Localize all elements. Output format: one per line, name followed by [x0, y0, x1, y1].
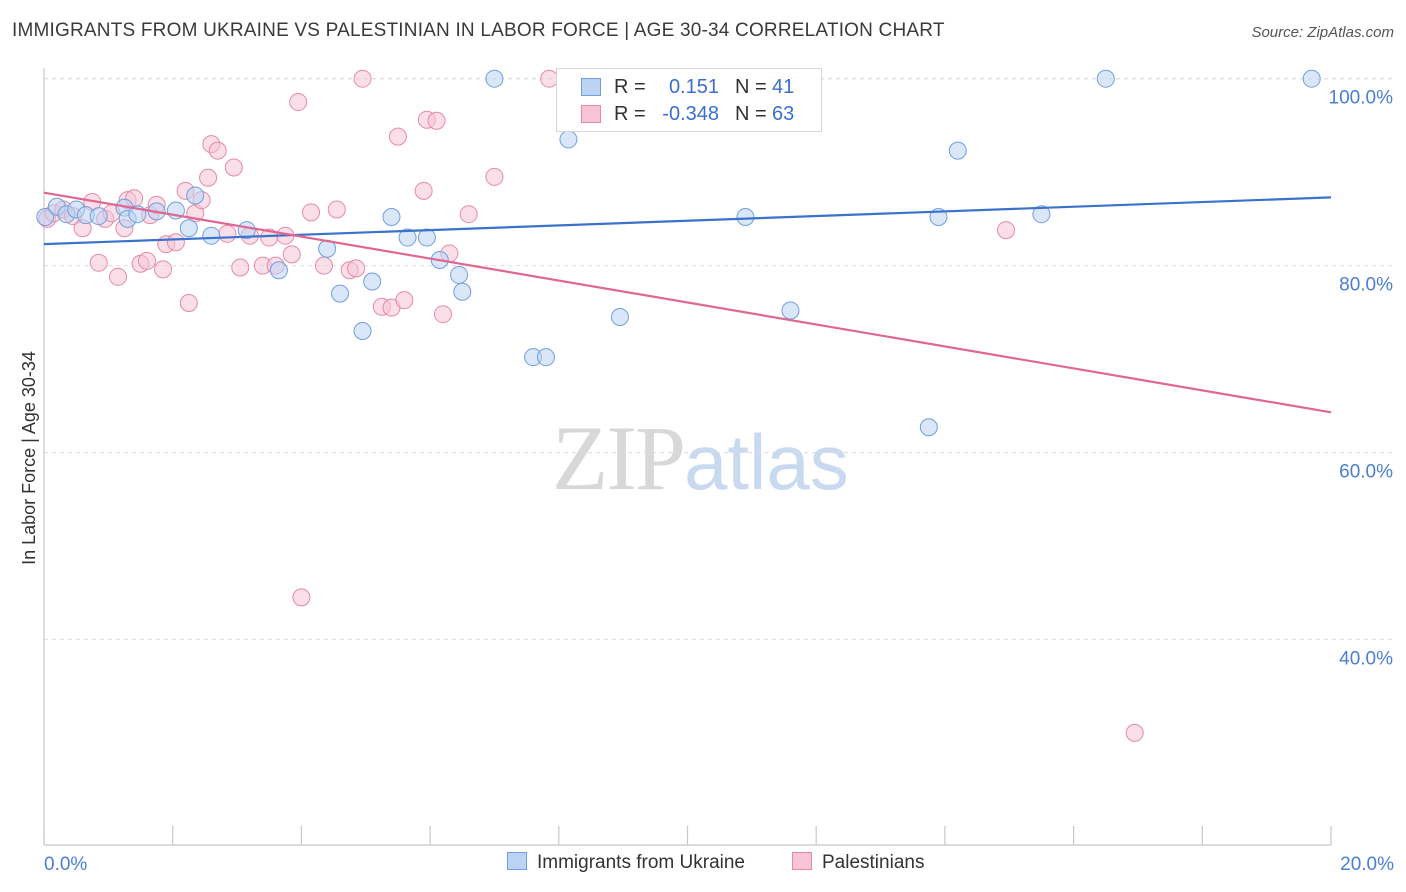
ukraine-point	[36, 208, 55, 226]
legend-r-value: 0.151	[668, 76, 719, 98]
ukraine-point	[1096, 69, 1115, 88]
x-tick-label-max: 20.0%	[1340, 854, 1394, 875]
trend-lines	[43, 191, 1332, 414]
palestinians-point	[485, 167, 504, 186]
ukraine-point	[382, 208, 401, 226]
y-axis-label: In Labor Force | Age 30-34	[19, 351, 39, 565]
ukraine-point	[1032, 205, 1051, 224]
palestinians-point	[292, 588, 311, 607]
palestinians-point	[89, 253, 108, 272]
ukraine-point	[363, 272, 382, 291]
ukraine-point	[948, 141, 967, 160]
legend-swatch-pink	[792, 852, 812, 870]
palestinians-point	[137, 251, 156, 270]
palestinians-point	[282, 245, 301, 264]
axes	[43, 68, 1332, 846]
palestinians-point	[353, 69, 372, 88]
ukraine-point	[781, 301, 800, 320]
palestinians-point	[166, 233, 185, 252]
palestinians-point	[314, 256, 333, 275]
ukraine-trend-line	[43, 196, 1332, 246]
watermark: ZIPatlas	[552, 405, 849, 511]
ukraine-point	[453, 282, 472, 301]
legend-n-label: N =	[735, 103, 767, 125]
palestinians-point	[179, 293, 198, 312]
x-tick-label-min: 0.0%	[44, 854, 87, 875]
source-label: Source: ZipAtlas.com	[1251, 24, 1394, 41]
stats-legend: R = 0.151 N = 41 R = -0.348 N = 63	[556, 68, 822, 132]
palestinians-point	[231, 258, 250, 277]
y-tick-label: 100.0%	[1329, 88, 1394, 109]
tick-labels: 40.0% 60.0% 80.0% 100.0% 0.0% 20.0% In Labor F…	[19, 88, 1394, 875]
ukraine-point	[398, 228, 417, 247]
legend-label-palestinians: Palestinians	[822, 852, 925, 873]
palestinians-point	[997, 221, 1016, 240]
palestinians-point	[208, 141, 227, 160]
ukraine-point	[919, 418, 938, 437]
palestinians-point	[302, 203, 321, 222]
y-tick-label: 80.0%	[1339, 275, 1393, 296]
palestinians-point	[427, 111, 446, 130]
legend-r-label: R =	[614, 76, 646, 98]
chart-title: IMMIGRANTS FROM UKRAINE VS PALESTINIAN I…	[12, 20, 945, 41]
ukraine-point	[736, 208, 755, 226]
legend-row-ukraine: R = 0.151 N = 41	[557, 73, 821, 101]
ukraine-point	[331, 284, 350, 303]
legend-r-label: R =	[614, 103, 646, 125]
palestinians-point	[1125, 723, 1144, 742]
ukraine-point	[179, 219, 198, 238]
y-tick-label: 60.0%	[1339, 462, 1393, 483]
legend-item-ukraine[interactable]: Immigrants from Ukraine	[507, 852, 745, 874]
legend-r-value: -0.348	[662, 103, 719, 125]
ukraine-point	[536, 348, 555, 367]
legend-swatch-blue	[581, 78, 601, 96]
legend-item-palestinians[interactable]: Palestinians	[792, 852, 924, 874]
legend-n-label: N =	[735, 76, 767, 98]
ukraine-point	[269, 261, 288, 280]
palestinians-point	[218, 224, 237, 243]
legend-swatch-pink	[581, 105, 601, 123]
legend-n-value: 41	[772, 76, 795, 98]
palestinians-point	[109, 267, 128, 286]
palestinians-point	[289, 93, 308, 112]
legend-n-value: 63	[772, 103, 795, 125]
ukraine-point	[559, 130, 578, 149]
palestinians-point	[388, 127, 407, 146]
ukraine-point	[1302, 69, 1321, 88]
watermark-zip: ZIP	[552, 407, 686, 509]
palestinians-point	[224, 158, 243, 177]
ukraine-point	[417, 228, 436, 247]
legend-swatch-blue	[507, 852, 527, 870]
palestinians-point	[154, 260, 173, 279]
ukraine-point	[202, 226, 221, 245]
ukraine-point	[186, 186, 205, 205]
series-legend: Immigrants from Ukraine Palestinians	[0, 852, 1406, 878]
palestinians-point	[414, 181, 433, 200]
ukraine-point	[610, 307, 629, 326]
palestinians-point	[459, 205, 478, 224]
ukraine-point	[450, 265, 469, 284]
palestinians-point	[347, 259, 366, 278]
palestinians-point	[433, 305, 452, 324]
legend-row-palestinians: R = -0.348 N = 63	[557, 100, 821, 128]
series-palestinians	[38, 69, 1144, 742]
y-tick-label: 40.0%	[1339, 648, 1393, 669]
palestinians-trend-line	[43, 191, 1332, 414]
palestinians-point	[327, 200, 346, 219]
gridlines	[44, 78, 1394, 640]
watermark-atlas: atlas	[684, 418, 849, 506]
palestinians-point	[199, 168, 218, 187]
ukraine-point	[89, 207, 108, 226]
legend-label-ukraine: Immigrants from Ukraine	[537, 852, 745, 873]
ukraine-point	[485, 69, 504, 88]
ukraine-point	[353, 322, 372, 341]
palestinians-point	[395, 291, 414, 310]
